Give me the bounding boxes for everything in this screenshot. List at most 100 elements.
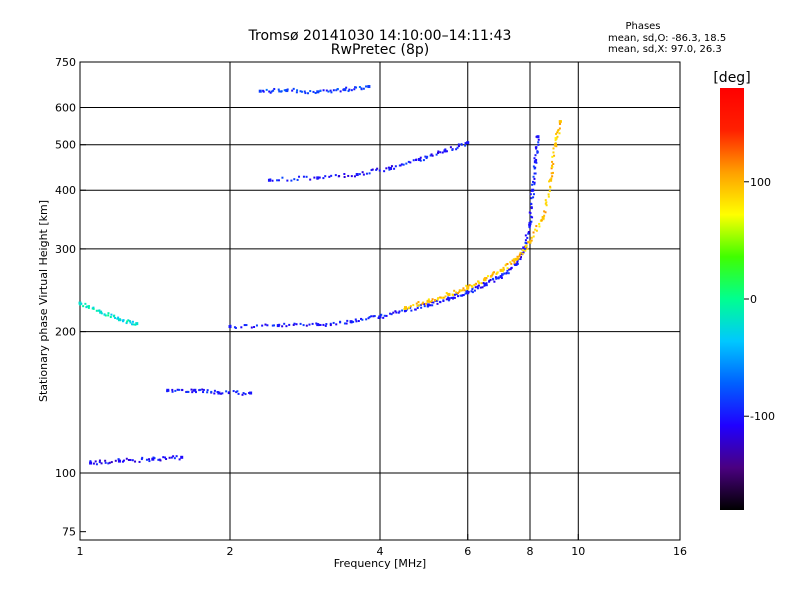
echo-point	[262, 90, 265, 93]
echo-point	[122, 319, 125, 322]
echo-point	[431, 154, 434, 157]
echo-point	[401, 309, 404, 312]
echo-point	[475, 282, 478, 285]
echo-point	[436, 298, 439, 301]
echo-point	[415, 302, 418, 305]
echo-point	[241, 393, 244, 396]
echo-point	[524, 249, 527, 252]
echo-point	[286, 179, 289, 182]
echo-point	[483, 278, 487, 282]
echo-point	[525, 242, 528, 245]
echo-point	[453, 296, 456, 299]
echo-point	[100, 462, 103, 465]
echo-point	[387, 166, 390, 169]
echo-point	[292, 87, 295, 90]
echo-point	[547, 195, 550, 198]
echo-point	[558, 120, 562, 124]
echo-point	[322, 323, 325, 326]
echo-point	[164, 456, 167, 459]
echo-point	[202, 388, 205, 391]
echo-point	[522, 251, 525, 254]
echo-point	[435, 153, 438, 156]
echo-point	[429, 300, 432, 303]
echo-point	[389, 312, 392, 315]
echo-point	[535, 225, 538, 228]
echo-point	[430, 153, 433, 156]
echo-point	[276, 179, 279, 182]
echo-point	[541, 215, 545, 219]
y-tick-label: 300	[55, 243, 76, 256]
echo-point	[464, 292, 467, 295]
echo-point	[470, 284, 473, 287]
echo-point	[524, 241, 527, 244]
echo-point	[511, 259, 514, 262]
x-tick-label: 6	[464, 545, 471, 558]
echo-point	[550, 172, 553, 175]
echo-point	[128, 320, 131, 323]
echo-point	[175, 455, 178, 458]
echo-point	[305, 324, 308, 327]
echo-point	[443, 149, 447, 153]
echo-point	[419, 156, 422, 159]
echo-point	[409, 305, 412, 308]
echo-point	[516, 261, 519, 264]
echo-point	[285, 89, 289, 93]
echo-point	[456, 146, 459, 149]
echo-point	[516, 255, 519, 258]
echo-point	[339, 320, 342, 323]
echo-point	[295, 91, 298, 94]
echo-point	[530, 239, 533, 242]
echo-point	[550, 164, 553, 167]
echo-point	[458, 289, 461, 292]
echo-point	[319, 89, 322, 92]
echo-point	[543, 210, 546, 213]
echo-point	[268, 90, 271, 93]
echo-point	[550, 177, 553, 180]
echo-point	[518, 255, 521, 258]
echo-point	[486, 275, 489, 278]
echo-point	[531, 183, 534, 186]
echo-point	[360, 87, 363, 90]
echo-point	[464, 144, 467, 147]
echo-point	[235, 391, 238, 394]
echo-point	[269, 91, 272, 94]
echo-point	[109, 316, 112, 319]
echo-point	[131, 320, 134, 323]
echo-point	[362, 173, 365, 176]
echo-point	[517, 257, 520, 260]
echo-point	[534, 154, 537, 157]
echo-point	[325, 323, 328, 326]
echo-point	[368, 172, 371, 175]
echo-point	[440, 296, 443, 299]
echo-point	[407, 160, 410, 163]
echo-point	[250, 326, 253, 329]
echo-point	[478, 282, 481, 285]
echo-point	[350, 89, 353, 92]
echo-point	[493, 280, 496, 283]
echo-point	[533, 181, 536, 184]
echo-point	[368, 316, 371, 319]
echo-point	[502, 266, 505, 269]
echo-point	[322, 177, 325, 180]
echo-point	[318, 176, 321, 179]
echo-point	[385, 314, 388, 317]
echo-point	[524, 239, 527, 242]
echo-point	[227, 392, 230, 395]
echo-point	[312, 90, 315, 93]
echo-point	[395, 311, 398, 314]
echo-point	[365, 85, 368, 88]
echo-trace	[166, 388, 253, 396]
echo-point	[533, 157, 536, 160]
echo-point	[533, 177, 536, 180]
echo-point	[324, 175, 327, 178]
echo-point	[549, 185, 552, 188]
echo-point	[447, 299, 450, 302]
echo-point	[92, 306, 95, 309]
echo-point	[244, 393, 247, 396]
echo-point	[335, 323, 338, 326]
echo-point	[530, 236, 533, 239]
echo-point	[110, 461, 113, 464]
y-tick-label: 600	[55, 102, 76, 115]
echo-point	[505, 272, 508, 275]
echo-point	[131, 323, 134, 326]
